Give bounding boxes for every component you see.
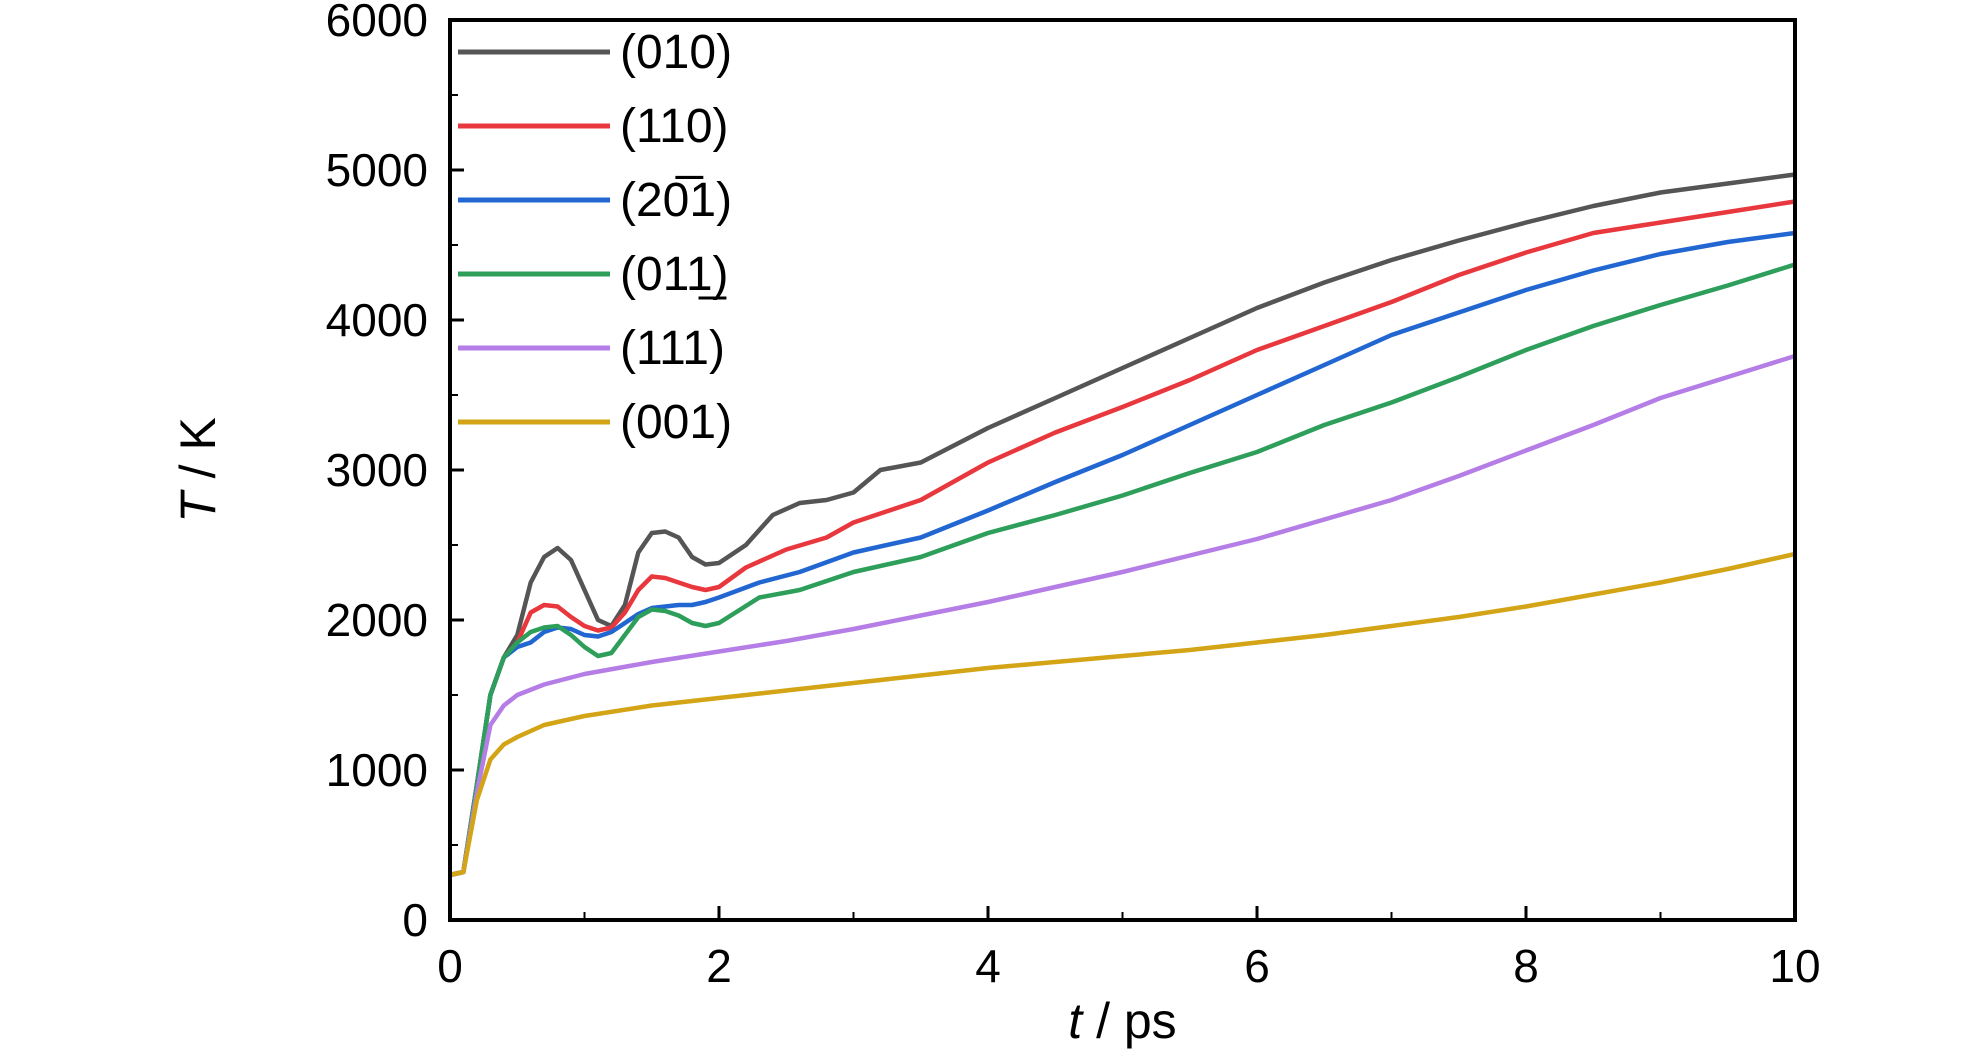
x-axis-variable: t bbox=[1068, 993, 1084, 1049]
y-tick-label: 0 bbox=[402, 894, 428, 946]
y-axis-unit: / K bbox=[170, 417, 226, 492]
plot-frame bbox=[448, 18, 1797, 922]
legend-label-4: (011̲) bbox=[620, 248, 729, 301]
legend-label-2: (110) bbox=[620, 100, 729, 153]
x-tick-label: 4 bbox=[975, 940, 1001, 992]
x-tick-label: 6 bbox=[1244, 940, 1270, 992]
axis-ticks: 0 2 4 6 8 10 0 1000 2000 3000 4000 5000 6000 bbox=[326, 0, 1821, 992]
x-tick-label: 2 bbox=[706, 940, 732, 992]
x-axis-unit: / ps bbox=[1082, 993, 1176, 1049]
x-axis-label: t / ps bbox=[1068, 993, 1176, 1049]
y-axis-variable: T bbox=[170, 489, 226, 523]
legend-label-1: (010) bbox=[620, 26, 732, 79]
x-tick-label: 10 bbox=[1769, 940, 1820, 992]
y-tick-label: 6000 bbox=[326, 0, 428, 46]
x-tick-label: 0 bbox=[437, 940, 463, 992]
x-tick-label: 8 bbox=[1513, 940, 1539, 992]
series-line-3 bbox=[449, 230, 1796, 878]
series-line-6 bbox=[449, 551, 1796, 878]
y-axis-label: T / K bbox=[170, 417, 226, 523]
y-tick-label: 3000 bbox=[326, 444, 428, 496]
y-tick-label: 5000 bbox=[326, 144, 428, 196]
legend-label-3: (20̅1) bbox=[620, 174, 732, 227]
series-line-2 bbox=[449, 199, 1796, 878]
series-line-5 bbox=[449, 353, 1796, 878]
y-tick-label: 4000 bbox=[326, 294, 428, 346]
series-layer bbox=[449, 172, 1796, 878]
legend-label-6: (001) bbox=[620, 396, 732, 449]
series-line-1 bbox=[449, 172, 1796, 878]
y-tick-label: 2000 bbox=[326, 594, 428, 646]
legend: (010) (110) (20̅1) (011̲) (111) (001) bbox=[458, 26, 732, 449]
y-tick-label: 1000 bbox=[326, 744, 428, 796]
series-line-4 bbox=[449, 262, 1796, 878]
legend-label-5: (111) bbox=[620, 322, 725, 375]
